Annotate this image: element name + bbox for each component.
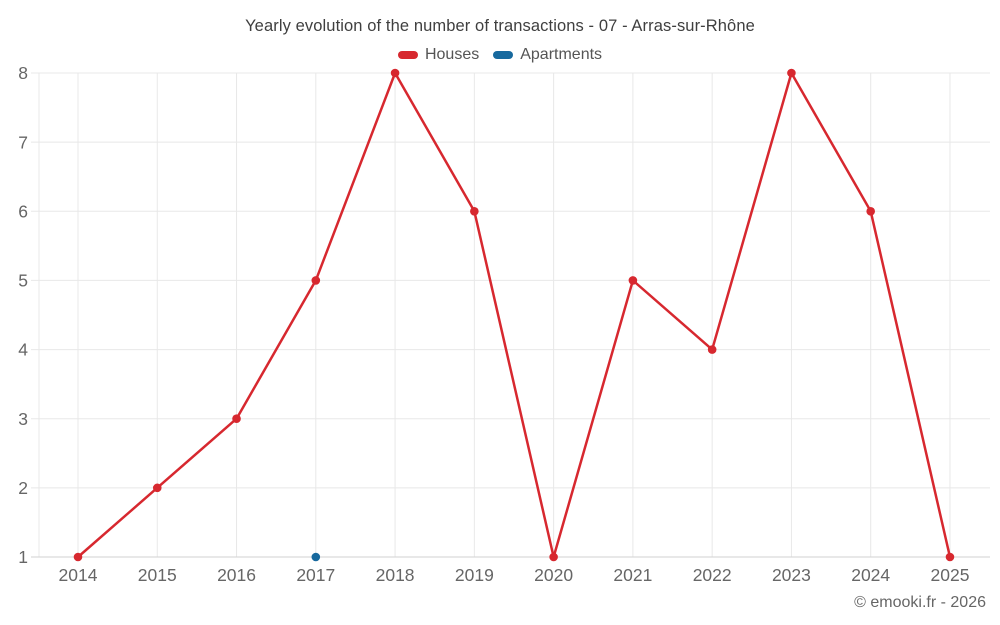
houses-data-point[interactable] [707, 345, 717, 354]
x-axis-tick-label: 2021 [613, 565, 652, 585]
x-axis-tick-label: 2024 [851, 565, 890, 585]
legend-item-apartments[interactable]: Apartments [493, 46, 602, 64]
legend: Houses Apartments [0, 46, 1000, 64]
x-axis-tick-label: 2014 [59, 565, 98, 585]
houses-data-point[interactable] [470, 206, 479, 216]
x-axis-tick-label: 2018 [376, 565, 415, 585]
houses-data-point[interactable] [787, 68, 796, 78]
x-axis-tick-label: 2025 [931, 565, 970, 585]
copyright-credit: © emooki.fr - 2026 [854, 594, 986, 611]
x-axis-tick-label: 2020 [534, 565, 573, 585]
x-axis-tick-label: 2015 [138, 565, 177, 585]
houses-data-point[interactable] [945, 552, 955, 562]
x-axis-tick-label: 2019 [455, 565, 494, 585]
houses-legend-swatch-icon [397, 51, 418, 59]
y-axis-tick-label: 6 [18, 201, 28, 221]
houses-data-point[interactable] [152, 483, 162, 493]
y-axis-tick-label: 2 [18, 478, 28, 498]
legend-item-houses[interactable]: Houses [397, 46, 480, 64]
x-axis-tick-label: 2022 [693, 565, 732, 585]
x-axis-tick-label: 2016 [217, 565, 256, 585]
y-axis-tick-label: 7 [18, 132, 28, 152]
x-axis-tick-label: 2017 [296, 565, 335, 585]
houses-data-point[interactable] [866, 206, 875, 216]
apartments-data-point[interactable] [311, 552, 321, 562]
houses-series-line [77, 71, 952, 559]
houses-data-point[interactable] [628, 276, 638, 285]
y-axis-tick-label: 5 [18, 271, 28, 291]
y-axis-tick-label: 1 [18, 547, 28, 567]
houses-data-point[interactable] [73, 552, 83, 562]
y-axis-tick-label: 4 [18, 340, 28, 360]
houses-data-point[interactable] [232, 414, 241, 424]
apartments-legend-swatch-icon [493, 51, 514, 59]
y-axis-tick-label: 3 [18, 409, 28, 429]
houses-data-point[interactable] [311, 276, 321, 285]
legend-label: Apartments [520, 46, 603, 63]
houses-data-point[interactable] [549, 552, 558, 562]
houses-data-point[interactable] [390, 68, 400, 78]
legend-label: Houses [424, 46, 480, 63]
y-axis-tick-label: 8 [18, 63, 28, 83]
x-axis-tick-label: 2023 [772, 565, 811, 585]
chart-title: Yearly evolution of the number of transa… [245, 17, 755, 35]
